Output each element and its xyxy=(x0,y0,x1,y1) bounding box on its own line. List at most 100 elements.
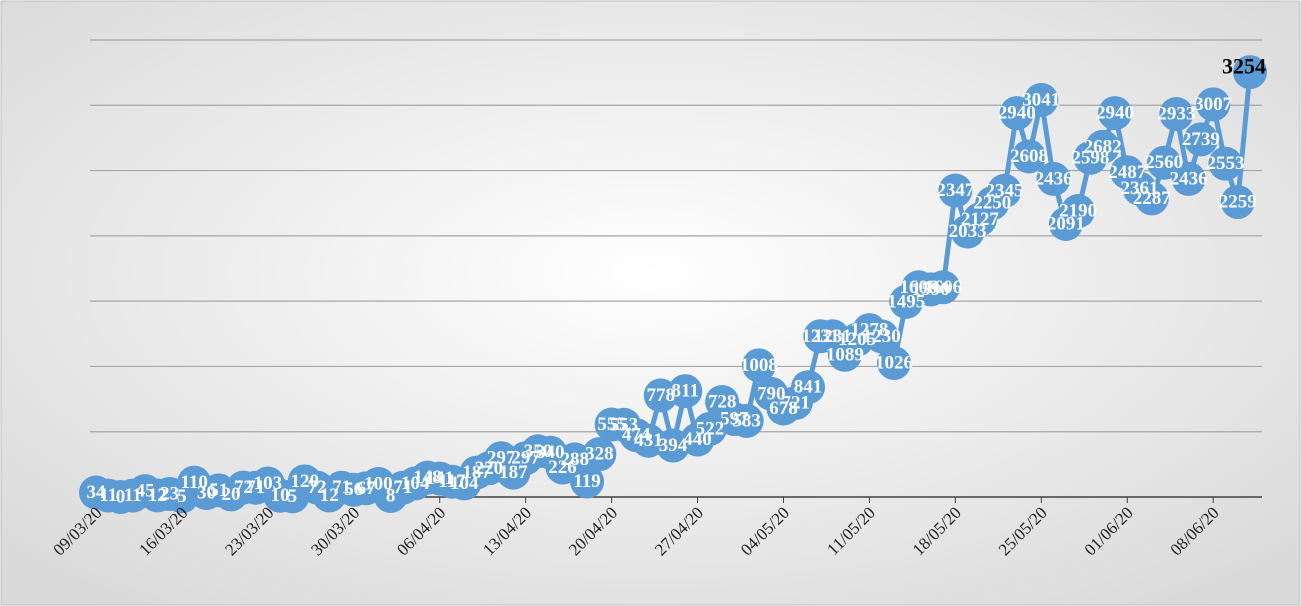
data-point xyxy=(1085,129,1120,164)
data-label: 2033 xyxy=(949,221,987,242)
data-label: 1089 xyxy=(826,344,864,365)
data-label: 1606 xyxy=(900,277,938,298)
data-point xyxy=(1147,145,1182,180)
data-label: 104 xyxy=(450,473,479,494)
data-point xyxy=(1220,185,1255,220)
data-label: 2190 xyxy=(1059,201,1097,222)
data-label: 72 xyxy=(307,477,326,498)
data-label: 1230 xyxy=(863,326,901,347)
data-label: 2553 xyxy=(1206,153,1244,174)
data-label: 2682 xyxy=(1084,136,1122,157)
data-label: 2361 xyxy=(1121,178,1159,199)
data-label: 3041 xyxy=(1022,89,1060,110)
data-label: 522 xyxy=(696,418,725,439)
data-point xyxy=(876,346,911,381)
data-label: 728 xyxy=(708,391,737,412)
data-point xyxy=(1208,146,1243,181)
data-point xyxy=(1061,194,1096,229)
data-point xyxy=(582,437,617,472)
data-label: 71 xyxy=(246,477,265,498)
data-label: 103 xyxy=(254,473,283,494)
data-point xyxy=(791,370,826,405)
data-label: 297 xyxy=(487,448,516,469)
data-label: 5 xyxy=(177,486,187,507)
data-label: 394 xyxy=(659,435,688,456)
data-label: 30 xyxy=(197,483,216,504)
data-label: 141 xyxy=(425,468,454,489)
data-label: 1008 xyxy=(740,355,778,376)
data-label: 3254 xyxy=(1222,54,1266,79)
data-label: 2436 xyxy=(1035,168,1073,189)
data-label: 297 xyxy=(511,448,540,469)
data-label: 67 xyxy=(357,478,377,499)
data-label: 841 xyxy=(794,377,823,398)
data-label: 23 xyxy=(160,483,179,504)
data-label: 34 xyxy=(87,482,107,503)
data-label: 2739 xyxy=(1182,129,1220,150)
data-label: 2940 xyxy=(998,103,1036,124)
data-label: 11 xyxy=(124,485,142,506)
data-label: 597 xyxy=(720,409,749,430)
data-label: 2487 xyxy=(1108,162,1147,183)
data-label: 226 xyxy=(548,457,577,478)
data-label: 45 xyxy=(136,481,155,502)
data-point xyxy=(1097,96,1132,131)
data-label: 56 xyxy=(344,479,363,500)
data-point xyxy=(1171,161,1206,196)
data-label: 2940 xyxy=(1096,103,1134,124)
data-label: 431 xyxy=(634,430,663,451)
data-label: 790 xyxy=(757,383,786,404)
data-label: 328 xyxy=(585,444,614,465)
data-label: 474 xyxy=(622,425,651,446)
data-label: 71 xyxy=(332,477,351,498)
data-point xyxy=(1159,97,1194,132)
data-label: 10 xyxy=(271,485,290,506)
data-label: 20 xyxy=(222,484,241,505)
data-label: 117 xyxy=(438,471,466,492)
data-label: 811 xyxy=(672,381,699,402)
data-label: 1231 xyxy=(814,326,852,347)
data-label: 1205 xyxy=(838,329,876,350)
data-label: 148 xyxy=(413,467,442,488)
data-point xyxy=(570,464,605,499)
data-label: 187 xyxy=(499,462,528,483)
data-label: 110 xyxy=(180,472,207,493)
data-label: 553 xyxy=(610,414,639,435)
data-point xyxy=(1036,161,1071,196)
data-label: 5 xyxy=(288,486,298,507)
data-label: 1231 xyxy=(801,326,839,347)
data-label: 11 xyxy=(99,485,117,506)
data-label: 778 xyxy=(646,385,675,406)
data-label: 0 xyxy=(116,487,126,508)
data-label: 71 xyxy=(393,477,412,498)
data-label: 1278 xyxy=(850,320,888,341)
data-label: 72 xyxy=(234,477,253,498)
data-point xyxy=(1134,181,1169,216)
data-label: 2259 xyxy=(1219,192,1257,213)
data-point xyxy=(1012,139,1047,174)
data-point xyxy=(864,319,899,354)
data-point xyxy=(729,403,764,438)
data-label: 678 xyxy=(769,398,798,419)
data-label: 51 xyxy=(209,480,228,501)
data-label: 1606 xyxy=(924,277,962,298)
data-point xyxy=(1024,82,1059,117)
data-label: 2598 xyxy=(1071,147,1109,168)
data-label: 1590 xyxy=(912,279,950,300)
data-point xyxy=(741,348,776,383)
data-label: 2091 xyxy=(1047,213,1085,234)
data-label: 2127 xyxy=(961,209,1000,230)
data-label: 120 xyxy=(290,471,319,492)
data-label: 1026 xyxy=(875,353,913,374)
data-label: 2608 xyxy=(1010,146,1048,167)
data-label: 2250 xyxy=(973,193,1011,214)
data-label: 1495 xyxy=(887,291,925,312)
data-label: 721 xyxy=(782,392,811,413)
data-label: 2933 xyxy=(1157,104,1195,125)
data-label: 2560 xyxy=(1145,152,1183,173)
data-point xyxy=(987,173,1022,208)
data-label: 12 xyxy=(320,485,339,506)
